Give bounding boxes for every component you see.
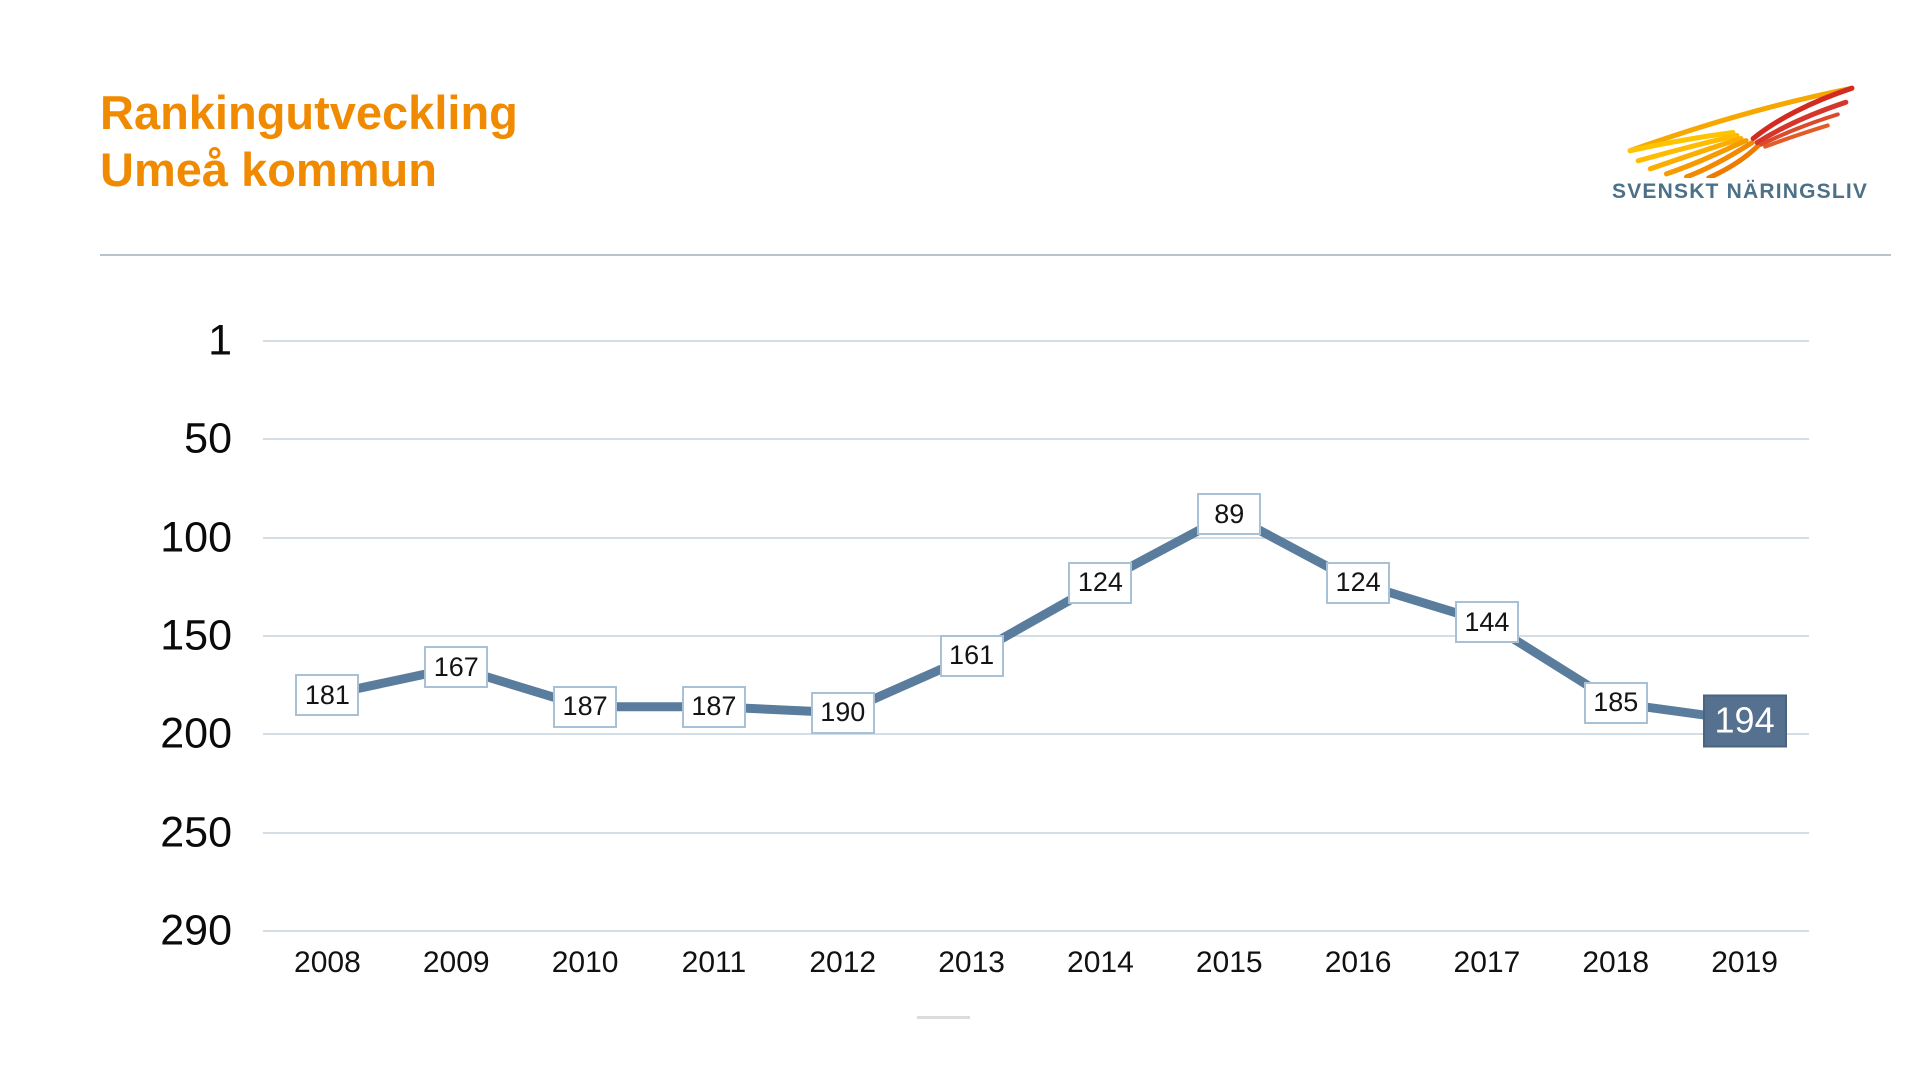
gridline: [263, 733, 1809, 736]
x-tick-label: 2013: [938, 946, 1005, 979]
data-point-label: 89: [1197, 493, 1262, 536]
x-tick-label: 2019: [1711, 946, 1778, 979]
data-point-label: 187: [681, 685, 746, 728]
y-tick-label: 250: [160, 808, 232, 857]
data-point-label: 144: [1454, 601, 1519, 644]
data-point-label: 181: [295, 674, 360, 716]
page-title: Rankingutveckling Umeå kommun: [100, 84, 518, 199]
x-tick-label: 2016: [1324, 946, 1392, 979]
title-line-2: Umeå kommun: [100, 143, 437, 197]
y-tick-label: 50: [184, 414, 232, 463]
data-point-label: 185: [1583, 681, 1648, 724]
data-point-label: 194: [1702, 694, 1787, 748]
data-point-label: 124: [1326, 561, 1391, 604]
footer-divider: [917, 1016, 970, 1019]
logo-text: SVENSKT NÄRINGSLIV: [1612, 180, 1869, 203]
x-tick-label: 2012: [809, 946, 877, 979]
y-tick-label: 290: [160, 906, 232, 955]
data-point-label: 190: [810, 691, 875, 734]
wing-icon: [1627, 85, 1855, 178]
gridline: [263, 930, 1809, 932]
x-tick-label: 2010: [551, 946, 619, 979]
svenskt-naringsliv-logo: SVENSKT NÄRINGSLIV: [1612, 80, 1869, 205]
gridline: [263, 438, 1809, 441]
y-tick-label: 100: [160, 513, 232, 562]
data-point-label: 161: [939, 634, 1004, 677]
ranking-line-chart: 1 50 100 150 200 250 290 181 167 187 187 190 161 124…: [0, 260, 1920, 1079]
x-tick-label: 2009: [422, 946, 490, 979]
x-tick-label: 2015: [1195, 946, 1263, 979]
x-tick-label: 2014: [1067, 946, 1134, 979]
data-point-label: 187: [553, 685, 618, 728]
y-tick-label: 150: [160, 611, 232, 660]
title-line-1: Rankingutveckling: [100, 86, 518, 139]
x-tick-label: 2008: [294, 946, 361, 979]
x-tick-label: 2011: [681, 946, 747, 979]
gridline: [263, 635, 1809, 637]
x-tick-label: 2018: [1582, 946, 1650, 979]
gridline: [263, 536, 1809, 539]
y-tick-label: 1: [208, 316, 232, 365]
x-tick-label: 2017: [1453, 946, 1521, 979]
data-point-label: 124: [1068, 561, 1133, 604]
gridline: [263, 340, 1809, 342]
gridline: [263, 831, 1809, 834]
y-tick-label: 200: [160, 709, 232, 758]
header-divider: [100, 254, 1891, 256]
data-point-label: 167: [424, 646, 489, 689]
